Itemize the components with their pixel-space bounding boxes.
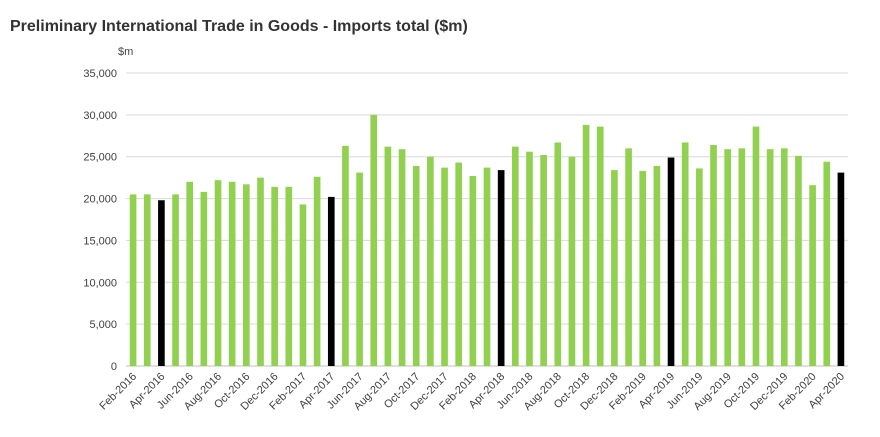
bar-may-2017 xyxy=(342,145,349,366)
bar-mar-2017 xyxy=(313,176,321,366)
bar-mar-2019 xyxy=(653,165,661,366)
y-tick-label: 30,000 xyxy=(83,110,117,122)
bar-sep-2018 xyxy=(568,156,576,366)
bar-mar-2020 xyxy=(823,161,831,366)
bar-aug-2019 xyxy=(724,149,731,366)
y-tick-label: 10,000 xyxy=(83,277,117,289)
bar-jan-2019 xyxy=(625,148,632,366)
bar-jul-2017 xyxy=(370,114,378,366)
y-tick-label: 35,000 xyxy=(83,68,117,80)
bar-apr-2017 xyxy=(327,196,335,366)
bar-oct-2016 xyxy=(243,184,250,366)
bar-feb-2020 xyxy=(809,185,816,366)
y-axis-ticks: 0 5,000 10,000 15,000 20,000 25,000 30,000 35,0… xyxy=(83,68,117,373)
bar-oct-2019 xyxy=(752,126,760,366)
bar-dec-2018 xyxy=(611,170,618,366)
bar-apr-2020 xyxy=(837,172,845,366)
bar-jun-2017 xyxy=(356,172,363,366)
bar-dec-2016 xyxy=(271,186,278,366)
y-tick-label: 25,000 xyxy=(83,152,117,164)
bars xyxy=(129,114,845,366)
bar-feb-2017 xyxy=(299,204,307,366)
bar-sep-2016 xyxy=(228,181,236,366)
bar-feb-2016 xyxy=(129,194,137,366)
bar-nov-2018 xyxy=(596,126,604,366)
bar-jun-2016 xyxy=(186,181,194,366)
bar-nov-2019 xyxy=(766,149,774,366)
y-tick-label: 20,000 xyxy=(83,194,117,206)
y-tick-label: 5,000 xyxy=(89,319,117,331)
bar-nov-2017 xyxy=(427,156,434,366)
bar-feb-2018 xyxy=(469,175,477,366)
bar-feb-2019 xyxy=(639,170,647,366)
bar-dec-2019 xyxy=(780,148,788,366)
bar-jul-2019 xyxy=(710,144,717,366)
bar-mar-2018 xyxy=(483,167,491,366)
bar-may-2018 xyxy=(511,146,519,366)
bar-jan-2017 xyxy=(285,186,293,366)
bar-apr-2016 xyxy=(158,200,165,366)
bar-jun-2019 xyxy=(696,168,703,366)
x-axis-ticks: Feb-2016Apr-2016Jun-2016Aug-2016Oct-2016… xyxy=(97,371,847,413)
bar-nov-2016 xyxy=(257,177,264,366)
bar-aug-2017 xyxy=(384,146,392,366)
y-axis-label: $m xyxy=(118,46,134,58)
bar-may-2019 xyxy=(681,142,689,366)
bar-oct-2018 xyxy=(582,124,590,366)
bar-aug-2018 xyxy=(554,142,562,366)
bar-jun-2018 xyxy=(526,151,533,366)
bar-jan-2018 xyxy=(455,162,463,366)
bar-apr-2018 xyxy=(497,170,505,366)
bar-apr-2019 xyxy=(667,157,675,366)
bar-oct-2017 xyxy=(412,165,420,366)
y-tick-label: 0 xyxy=(111,361,117,373)
bar-sep-2019 xyxy=(738,148,746,366)
chart-title: Preliminary International Trade in Goods… xyxy=(10,18,468,35)
y-tick-label: 15,000 xyxy=(83,235,117,247)
bar-jul-2016 xyxy=(200,191,208,366)
bar-dec-2017 xyxy=(441,167,448,366)
bar-jan-2020 xyxy=(795,155,802,366)
bar-aug-2016 xyxy=(214,180,222,366)
bar-mar-2016 xyxy=(143,194,151,366)
bar-may-2016 xyxy=(172,194,179,366)
bar-sep-2017 xyxy=(398,149,406,366)
bar-jul-2018 xyxy=(540,155,547,366)
